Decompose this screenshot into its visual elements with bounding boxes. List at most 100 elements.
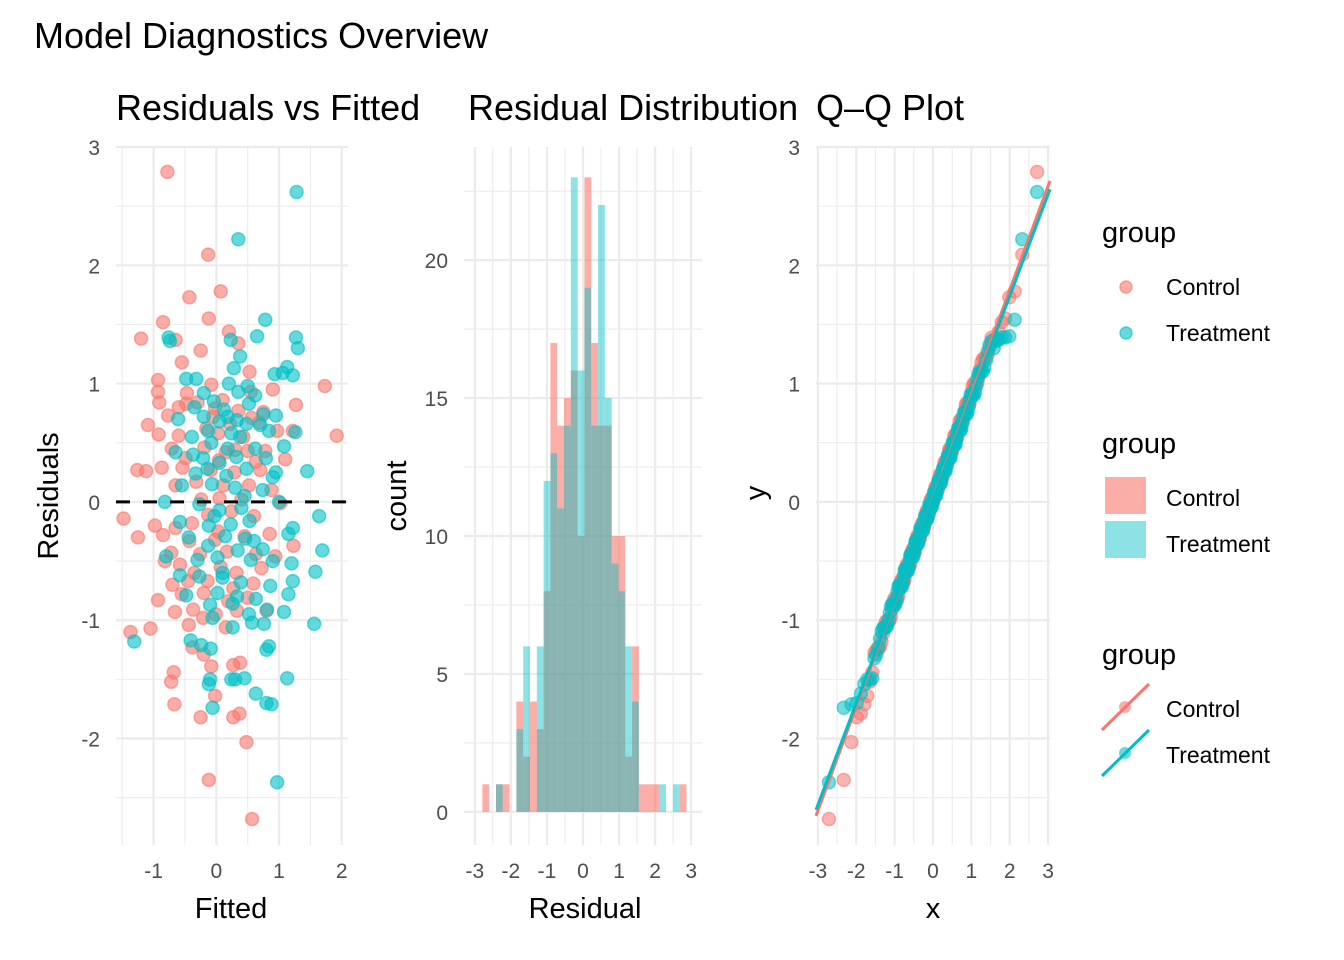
point-treatment: [239, 416, 254, 432]
x-tick-label: -1: [885, 860, 904, 883]
point-control: [213, 284, 228, 299]
point-control: [329, 428, 344, 443]
point-treatment: [206, 394, 222, 409]
point-control: [138, 463, 154, 479]
histogram-bar-control: [598, 425, 605, 812]
point-treatment: [189, 371, 204, 387]
point-treatment: [257, 312, 273, 327]
y-tick-label: 2: [88, 255, 100, 278]
point-treatment: [188, 466, 203, 481]
legends: group Control Treatment group Control Tr…: [1100, 217, 1271, 778]
point-treatment: [249, 329, 265, 344]
point-control: [154, 460, 170, 475]
y-axis-label-count: count: [381, 461, 413, 532]
legend-label-treatment: Treatment: [1166, 742, 1271, 768]
point-treatment: [265, 553, 281, 569]
y-tick-label: -1: [81, 610, 100, 633]
point-control: [278, 452, 293, 467]
histogram-bar-control: [632, 646, 639, 812]
histogram-bar-control: [618, 536, 626, 812]
histogram-bar-control: [679, 784, 687, 812]
y-tick-label: 1: [788, 374, 800, 397]
legend-points: group Control Treatment: [1102, 217, 1271, 346]
point-treatment: [201, 676, 217, 692]
y-tick-label: 2: [788, 255, 800, 278]
point-treatment: [195, 450, 211, 466]
point-treatment: [215, 565, 230, 581]
histogram-bar-treatment: [543, 480, 551, 812]
point-treatment: [162, 333, 178, 349]
x-tick-label: -1: [144, 860, 163, 883]
histogram-bar-treatment: [557, 508, 565, 812]
qq-point-treatment: [1007, 312, 1022, 327]
y-tick-label: 1: [88, 374, 100, 397]
legend-key-control-point: [1119, 280, 1133, 294]
point-treatment: [233, 575, 249, 590]
x-tick-label: 1: [613, 860, 625, 883]
point-treatment: [203, 641, 218, 656]
point-treatment: [279, 670, 295, 686]
histogram-bar-control: [550, 342, 558, 812]
point-treatment: [200, 423, 216, 439]
point-control: [254, 560, 269, 576]
point-treatment: [220, 409, 235, 424]
point-control: [181, 617, 196, 633]
x-tick-label: 0: [577, 860, 589, 883]
point-control: [182, 289, 197, 305]
point-treatment: [239, 461, 254, 477]
point-treatment: [232, 349, 248, 364]
histogram-bar-control: [652, 784, 660, 812]
point-control: [246, 576, 261, 591]
x-tick-label: 2: [649, 860, 661, 883]
point-control: [116, 511, 131, 526]
histogram-bar-treatment: [604, 398, 612, 812]
histogram-bar-treatment: [536, 646, 544, 812]
histogram-bar-treatment: [523, 646, 531, 812]
x-tick-label: -3: [809, 860, 828, 883]
point-treatment: [288, 424, 303, 440]
point-treatment: [230, 543, 245, 558]
histogram-bar-treatment: [632, 701, 639, 812]
point-treatment: [247, 441, 263, 456]
qq-point-treatment: [1029, 184, 1045, 200]
panel-title-qq-plot: Q–Q Plot: [816, 87, 964, 128]
point-treatment: [219, 468, 234, 484]
point-control: [184, 515, 200, 531]
point-control: [165, 577, 180, 592]
point-treatment: [315, 543, 330, 558]
point-control: [288, 397, 304, 413]
point-treatment: [232, 429, 248, 445]
point-treatment: [210, 585, 225, 601]
point-treatment: [168, 444, 183, 460]
point-treatment: [242, 513, 257, 529]
point-control: [232, 655, 248, 671]
point-treatment: [225, 596, 240, 611]
histogram-bar-treatment: [577, 370, 585, 812]
x-axis-label-x: x: [926, 893, 941, 925]
y-tick-label: -1: [781, 610, 800, 633]
histogram-bar-control: [543, 591, 551, 812]
point-control: [151, 427, 166, 442]
point-treatment: [157, 494, 173, 510]
point-treatment: [285, 573, 301, 589]
histogram-bar-control: [516, 701, 524, 812]
x-tick-label: -1: [538, 860, 557, 883]
point-treatment: [285, 368, 301, 383]
point-treatment: [237, 488, 252, 504]
point-treatment: [241, 396, 257, 411]
point-treatment: [311, 508, 327, 524]
point-treatment: [170, 411, 186, 427]
legend-label-control: Control: [1166, 485, 1240, 511]
point-treatment: [268, 408, 284, 423]
point-treatment: [196, 409, 212, 424]
histogram-bar-control: [577, 536, 585, 812]
point-treatment: [284, 556, 299, 571]
point-treatment: [226, 360, 242, 376]
legend-title: group: [1102, 217, 1176, 249]
legend-label-treatment: Treatment: [1166, 320, 1271, 346]
point-treatment: [200, 538, 216, 553]
qq-point-control: [821, 811, 837, 827]
histogram-bar-treatment: [570, 177, 578, 812]
legend-fill: group Control Treatment: [1102, 428, 1271, 558]
point-treatment: [261, 638, 277, 654]
